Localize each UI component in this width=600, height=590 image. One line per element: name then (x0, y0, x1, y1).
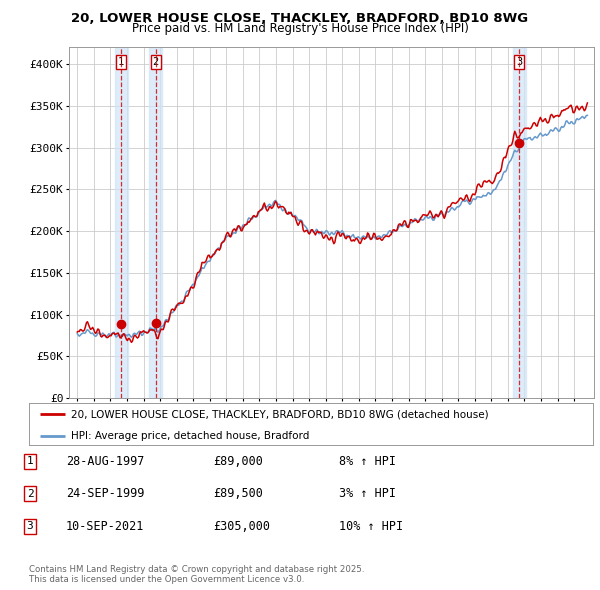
Text: Price paid vs. HM Land Registry's House Price Index (HPI): Price paid vs. HM Land Registry's House … (131, 22, 469, 35)
Text: 3: 3 (26, 522, 34, 531)
Text: £89,500: £89,500 (213, 487, 263, 500)
Text: 1: 1 (26, 457, 34, 466)
Text: 24-SEP-1999: 24-SEP-1999 (66, 487, 145, 500)
Text: 10% ↑ HPI: 10% ↑ HPI (339, 520, 403, 533)
Text: £305,000: £305,000 (213, 520, 270, 533)
Text: 1: 1 (118, 57, 124, 67)
Bar (115, 47, 128, 398)
Text: £89,000: £89,000 (213, 455, 263, 468)
Text: 3% ↑ HPI: 3% ↑ HPI (339, 487, 396, 500)
Text: 28-AUG-1997: 28-AUG-1997 (66, 455, 145, 468)
Text: 10-SEP-2021: 10-SEP-2021 (66, 520, 145, 533)
Text: 8% ↑ HPI: 8% ↑ HPI (339, 455, 396, 468)
Text: HPI: Average price, detached house, Bradford: HPI: Average price, detached house, Brad… (71, 431, 310, 441)
Text: 3: 3 (516, 57, 523, 67)
Text: Contains HM Land Registry data © Crown copyright and database right 2025.
This d: Contains HM Land Registry data © Crown c… (29, 565, 364, 584)
Bar (149, 47, 162, 398)
Text: 20, LOWER HOUSE CLOSE, THACKLEY, BRADFORD, BD10 8WG (detached house): 20, LOWER HOUSE CLOSE, THACKLEY, BRADFOR… (71, 409, 489, 419)
Text: 20, LOWER HOUSE CLOSE, THACKLEY, BRADFORD, BD10 8WG: 20, LOWER HOUSE CLOSE, THACKLEY, BRADFOR… (71, 12, 529, 25)
Text: 2: 2 (152, 57, 159, 67)
Text: 2: 2 (26, 489, 34, 499)
Bar (512, 47, 526, 398)
